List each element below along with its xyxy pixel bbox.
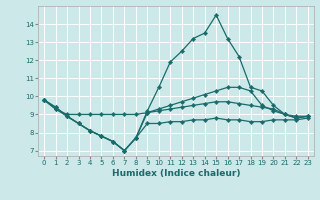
X-axis label: Humidex (Indice chaleur): Humidex (Indice chaleur) [112, 169, 240, 178]
